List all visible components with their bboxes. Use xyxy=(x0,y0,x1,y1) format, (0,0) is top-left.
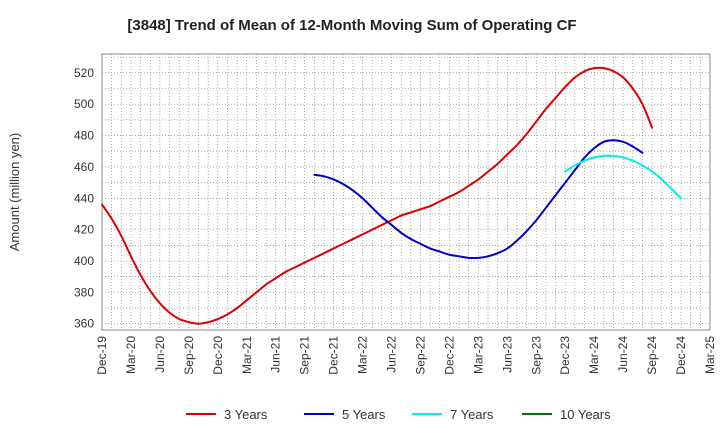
x-tick-label: Jun-23 xyxy=(500,336,514,373)
y-tick-label: 520 xyxy=(74,66,94,80)
legend-label-7-years: 7 Years xyxy=(450,407,494,422)
y-tick-label: 500 xyxy=(74,97,94,111)
x-tick-label: Dec-20 xyxy=(211,336,225,375)
y-tick-label: 460 xyxy=(74,160,94,174)
x-tick-label: Jun-24 xyxy=(616,336,630,373)
legend: 3 Years 5 Years 7 Years 10 Years xyxy=(186,407,611,422)
x-tick-label: Mar-21 xyxy=(240,336,254,374)
y-tick-label: 420 xyxy=(74,223,94,237)
y-axis-label: Amount (million yen) xyxy=(7,133,22,252)
y-tick-label: 380 xyxy=(74,285,94,299)
x-tick-label: Jun-22 xyxy=(385,336,399,373)
x-tick-label: Mar-25 xyxy=(703,336,717,374)
x-tick-label: Dec-21 xyxy=(327,336,341,375)
series-lines xyxy=(101,66,683,325)
x-tick-label: Sep-23 xyxy=(529,336,543,375)
series-line-5-years xyxy=(313,139,644,260)
series-line-3-years xyxy=(101,66,654,325)
y-tick-label: 440 xyxy=(74,191,94,205)
y-tick-label: 400 xyxy=(74,254,94,268)
chart-title: [3848] Trend of Mean of 12-Month Moving … xyxy=(127,17,576,34)
x-tick-label: Sep-22 xyxy=(413,336,427,375)
x-tick-label: Sep-24 xyxy=(645,336,659,375)
x-tick-label: Dec-19 xyxy=(95,336,109,375)
legend-label-3-years: 3 Years xyxy=(224,407,268,422)
legend-label-10-years: 10 Years xyxy=(560,407,611,422)
legend-label-5-years: 5 Years xyxy=(342,407,386,422)
x-tick-label: Dec-22 xyxy=(442,336,456,375)
x-tick-label: Mar-20 xyxy=(124,336,138,374)
x-tick-label: Jun-21 xyxy=(269,336,283,373)
y-tick-label: 360 xyxy=(74,317,94,331)
x-tick-label: Mar-23 xyxy=(471,336,485,374)
plot-frame xyxy=(101,53,711,331)
x-tick-label: Sep-21 xyxy=(298,336,312,375)
x-tick-label: Jun-20 xyxy=(153,336,167,373)
y-tick-label: 480 xyxy=(74,129,94,143)
x-tick-label: Mar-22 xyxy=(356,336,370,374)
x-tick-label: Dec-23 xyxy=(558,336,572,375)
series-line-7-years xyxy=(564,154,683,200)
grid xyxy=(102,54,710,330)
x-tick-label: Mar-24 xyxy=(587,336,601,374)
x-tick-label: Sep-20 xyxy=(182,336,196,375)
x-tick-label: Dec-24 xyxy=(674,336,688,375)
x-axis-ticks: Dec-19 Mar-20 Jun-20 Sep-20 Dec-20 Mar-21 Jun-… xyxy=(95,336,717,375)
y-axis-ticks: 360 380 400 420 440 460 480 500 520 xyxy=(74,66,94,331)
